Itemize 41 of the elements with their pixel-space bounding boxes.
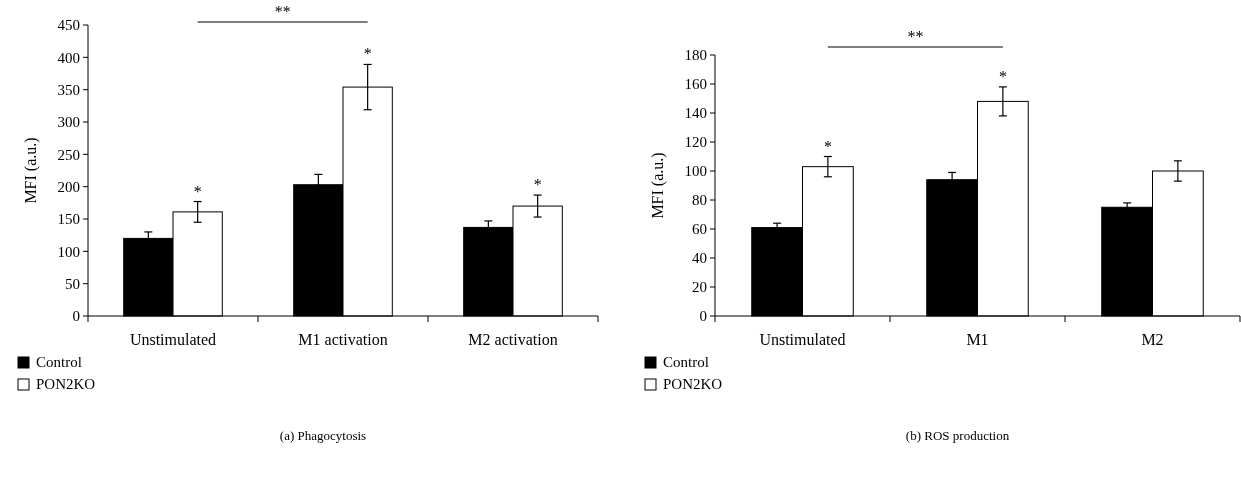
x-tick-label: M1 activation — [298, 331, 388, 348]
annotation: * — [193, 182, 202, 200]
y-tick-label: 40 — [692, 250, 707, 267]
y-tick-label: 100 — [57, 243, 80, 260]
x-tick-label: M1 — [966, 331, 989, 348]
y-tick-label: 400 — [57, 49, 80, 66]
text: ** — [907, 28, 924, 45]
y-tick-label: 0 — [72, 308, 80, 325]
y-axis-title: MFI (a.u.) — [22, 137, 40, 204]
y-tick-label: 150 — [57, 211, 80, 228]
legend-label: PON2KO — [36, 376, 96, 392]
y-tick-label: 300 — [57, 114, 80, 131]
annotation: * — [998, 67, 1007, 85]
y-tick-label: 80 — [692, 192, 707, 209]
y-tick-label: 120 — [684, 134, 707, 151]
y-tick-label: 250 — [57, 146, 80, 163]
y-axis-title: MFI (a.u.) — [649, 152, 667, 219]
text: ** — [274, 3, 291, 20]
x-tick-label: M2 activation — [468, 331, 558, 348]
annotation: * — [823, 137, 832, 155]
annotation: * — [363, 45, 372, 63]
legend-label: Control — [36, 354, 82, 370]
y-tick-label: 50 — [65, 275, 80, 292]
y-tick-label: 350 — [57, 81, 80, 98]
y-tick-label: 60 — [692, 221, 707, 238]
y-tick-label: 200 — [57, 178, 80, 195]
y-tick-label: 140 — [684, 105, 707, 122]
x-tick-label: M2 — [1141, 331, 1164, 348]
legend-label: Control — [663, 354, 709, 370]
x-tick-label: Unstimulated — [129, 331, 217, 348]
y-tick-label: 100 — [684, 163, 707, 180]
text: (b) ROS production — [905, 428, 1010, 443]
y-tick-label: 0 — [699, 308, 707, 325]
legend-label: PON2KO — [663, 376, 723, 392]
y-tick-label: 180 — [684, 47, 707, 64]
x-tick-label: Unstimulated — [759, 331, 846, 348]
text: (a) Phagocytosis — [279, 428, 367, 443]
y-tick-label: 450 — [57, 17, 80, 34]
y-tick-label: 160 — [684, 76, 707, 93]
annotation: * — [533, 176, 542, 194]
y-tick-label: 20 — [692, 279, 707, 296]
